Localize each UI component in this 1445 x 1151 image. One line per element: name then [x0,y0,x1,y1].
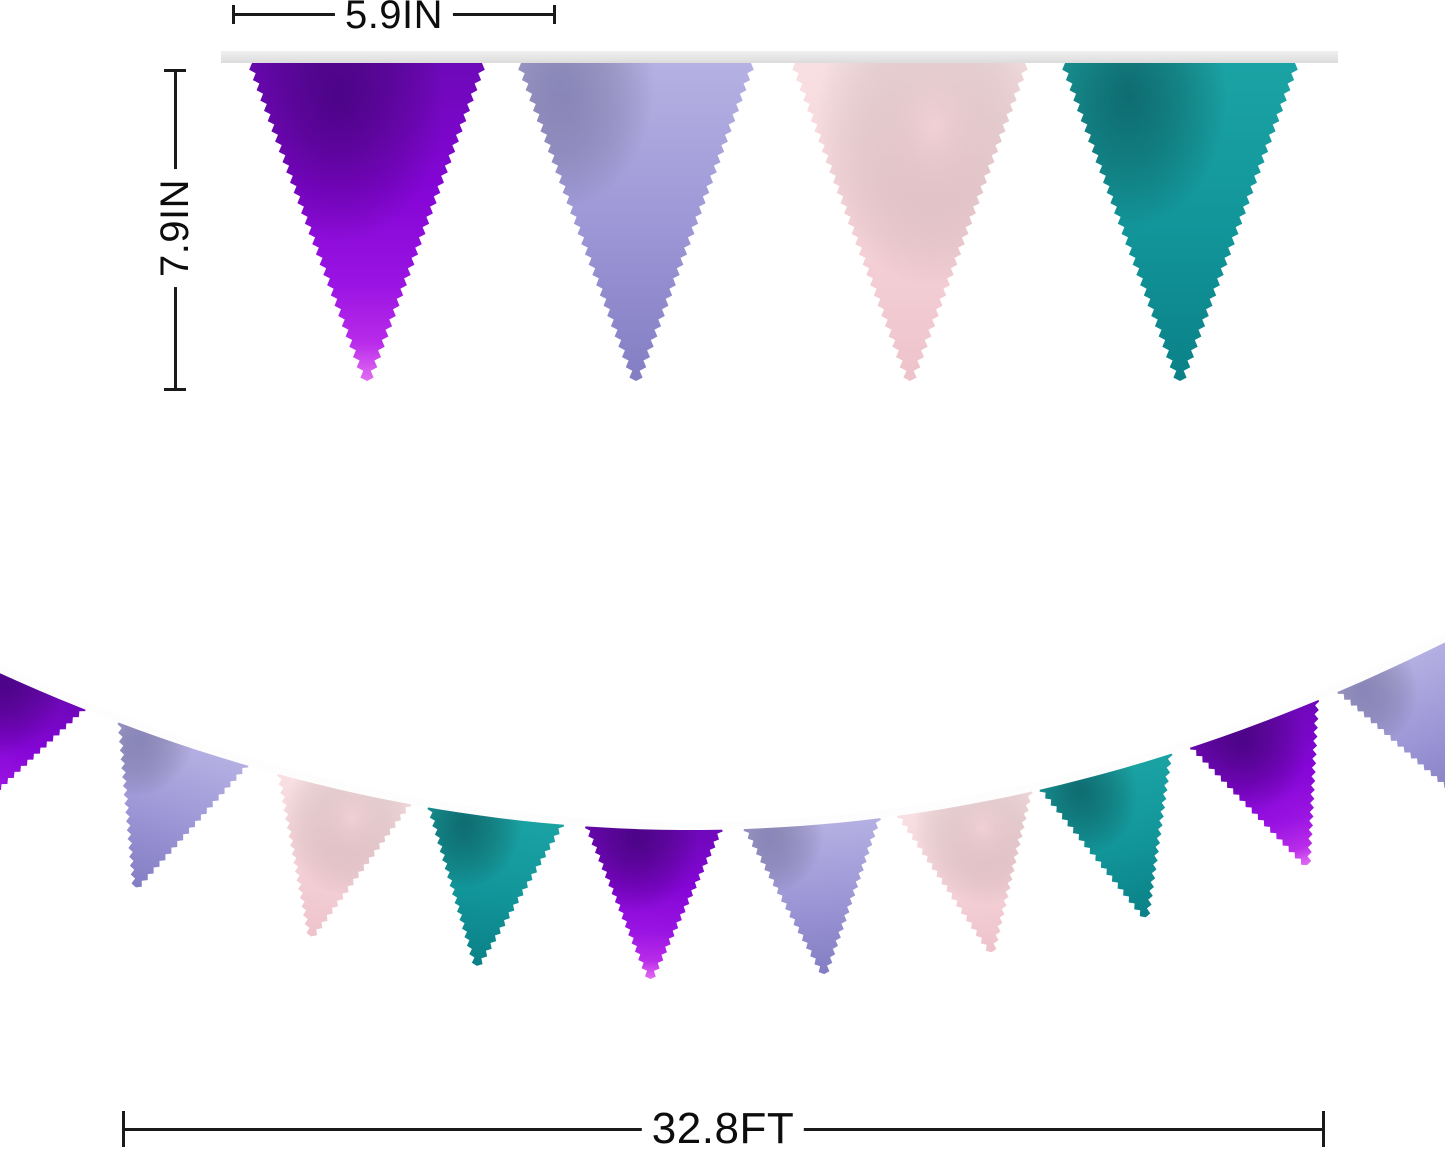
flag-width-dimension-label: 5.9IN [334,0,454,35]
garland-flag-purple [584,822,723,980]
top-banner-ribbon [221,51,1338,63]
garland-flag-purple [0,651,86,821]
garland-flag-purple [1190,696,1320,866]
dimension-tick [164,388,186,391]
garland-flag-pink [897,787,1033,953]
garland-flag-lavender [743,814,881,975]
banner-length-dimension-label: 32.8FT [641,1107,805,1151]
dimension-tick [553,5,556,24]
dimension-tick [164,69,186,72]
garland-flag-teal [1039,750,1173,918]
dimension-tick [122,1111,125,1147]
garland-flag-teal [427,803,565,966]
top-flag-teal [1062,63,1298,381]
top-flag-lavender [518,63,754,381]
garland-flag-pink [276,770,412,937]
dimension-tick [232,5,235,24]
garland-flag-lavender [117,719,249,888]
dimension-tick [1322,1111,1325,1147]
top-flag-purple [249,63,485,381]
top-flag-pink [792,63,1028,381]
flag-height-dimension-label: 7.9IN [153,168,197,288]
garland-string [0,633,1445,830]
